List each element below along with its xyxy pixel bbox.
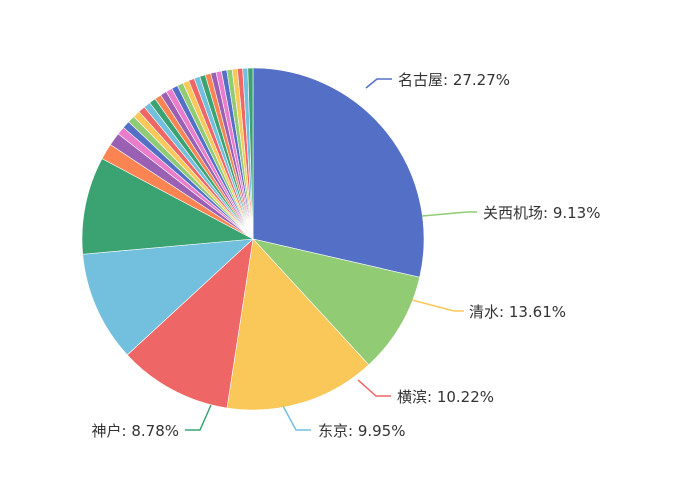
label-line-kansai bbox=[421, 211, 477, 217]
slice-label-nagoya: 名古屋: 27.27% bbox=[398, 71, 510, 89]
pie-slice-2[interactable] bbox=[226, 238, 370, 411]
label-line-tokyo bbox=[282, 405, 311, 431]
label-line-yokohama bbox=[357, 379, 391, 397]
pie-labels: 名古屋: 27.27% 关西机场: 9.13% 清水: 13.61% 横滨: 1… bbox=[92, 71, 601, 440]
label-line-kobe bbox=[185, 404, 212, 431]
pie-slice-0[interactable] bbox=[252, 67, 425, 278]
label-line-nagoya bbox=[365, 78, 392, 89]
slice-label-tokyo: 东京: 9.95% bbox=[318, 422, 405, 440]
pie-slice-3[interactable] bbox=[126, 238, 254, 409]
slice-label-kobe: 神户: 8.78% bbox=[92, 422, 179, 440]
slice-label-kansai: 关西机场: 9.13% bbox=[483, 204, 600, 222]
slice-label-yokohama: 横滨: 10.22% bbox=[397, 388, 494, 406]
slice-label-shimizu: 清水: 13.61% bbox=[469, 303, 566, 321]
pie-slice-4[interactable] bbox=[82, 238, 254, 356]
pie-slice-1[interactable] bbox=[252, 238, 421, 366]
pie-slices bbox=[81, 67, 425, 411]
label-line-shimizu bbox=[411, 299, 464, 312]
pie-slice-32[interactable] bbox=[247, 67, 254, 240]
pie-slice-5[interactable] bbox=[81, 158, 255, 255]
